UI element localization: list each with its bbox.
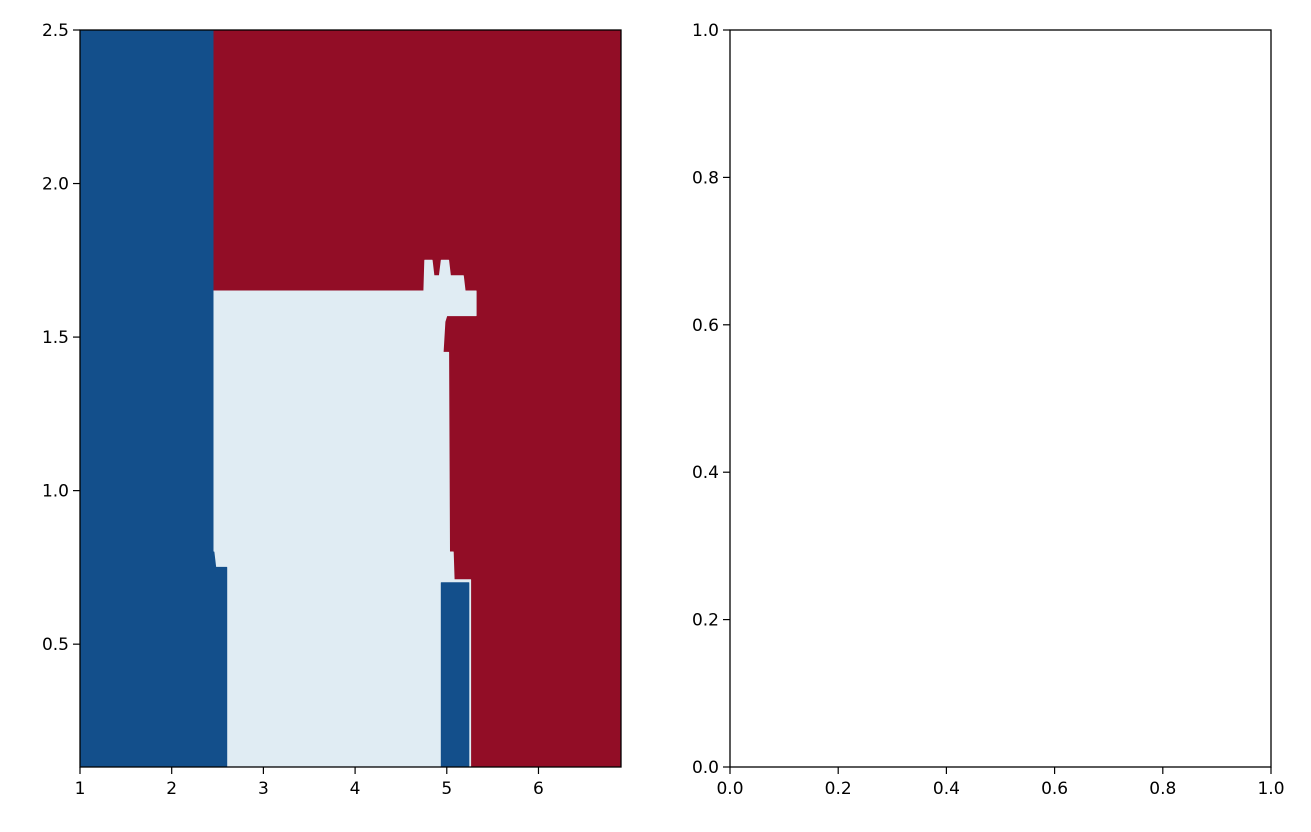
- x-tick-label: 1.0: [1257, 779, 1284, 799]
- region-class_1-0: [212, 259, 477, 767]
- axes-frame: [729, 29, 1272, 768]
- y-tick-label: 0.6: [692, 316, 719, 336]
- y-tick-label: 0.4: [692, 463, 719, 483]
- x-tick-label: 0.6: [1041, 779, 1068, 799]
- x-tick-label: 2: [166, 779, 177, 799]
- x-tick-label: 1: [75, 779, 86, 799]
- y-tick-label: 1.0: [42, 482, 69, 502]
- plot-area: [80, 30, 621, 767]
- region-class_0-1: [440, 582, 470, 767]
- y-tick-label: 0.0: [692, 758, 719, 778]
- y-tick-label: 0.2: [692, 611, 719, 631]
- y-tick-label: 2.5: [42, 21, 69, 41]
- x-tick-label: 3: [258, 779, 269, 799]
- region-class_0-2: [80, 30, 228, 767]
- right-empty-plot: 0.0 0.2 0.4 0.6 0.8 1.0 0.0 0.2 0.4 0.6 0.8 1.0: [692, 21, 1285, 799]
- axes-frame: [79, 29, 622, 768]
- x-tick-label: 0.4: [933, 779, 960, 799]
- x-tick-label: 0.0: [716, 779, 743, 799]
- y-tick-label: 0.8: [692, 168, 719, 188]
- y-tick-label: 0.5: [42, 635, 69, 655]
- y-tick-label: 2.0: [42, 175, 69, 195]
- x-tick-label: 5: [441, 779, 452, 799]
- left-decision-boundary-plot: 1 2 3 4 5 6 0.5 1.0 1.5 2.0 2.5: [42, 21, 622, 799]
- y-tick-label: 1.0: [692, 21, 719, 41]
- y-tick-label: 1.5: [42, 328, 69, 348]
- x-tick-label: 0.2: [825, 779, 852, 799]
- x-tick-label: 6: [533, 779, 544, 799]
- x-tick-label: 0.8: [1149, 779, 1176, 799]
- x-tick-label: 4: [350, 779, 361, 799]
